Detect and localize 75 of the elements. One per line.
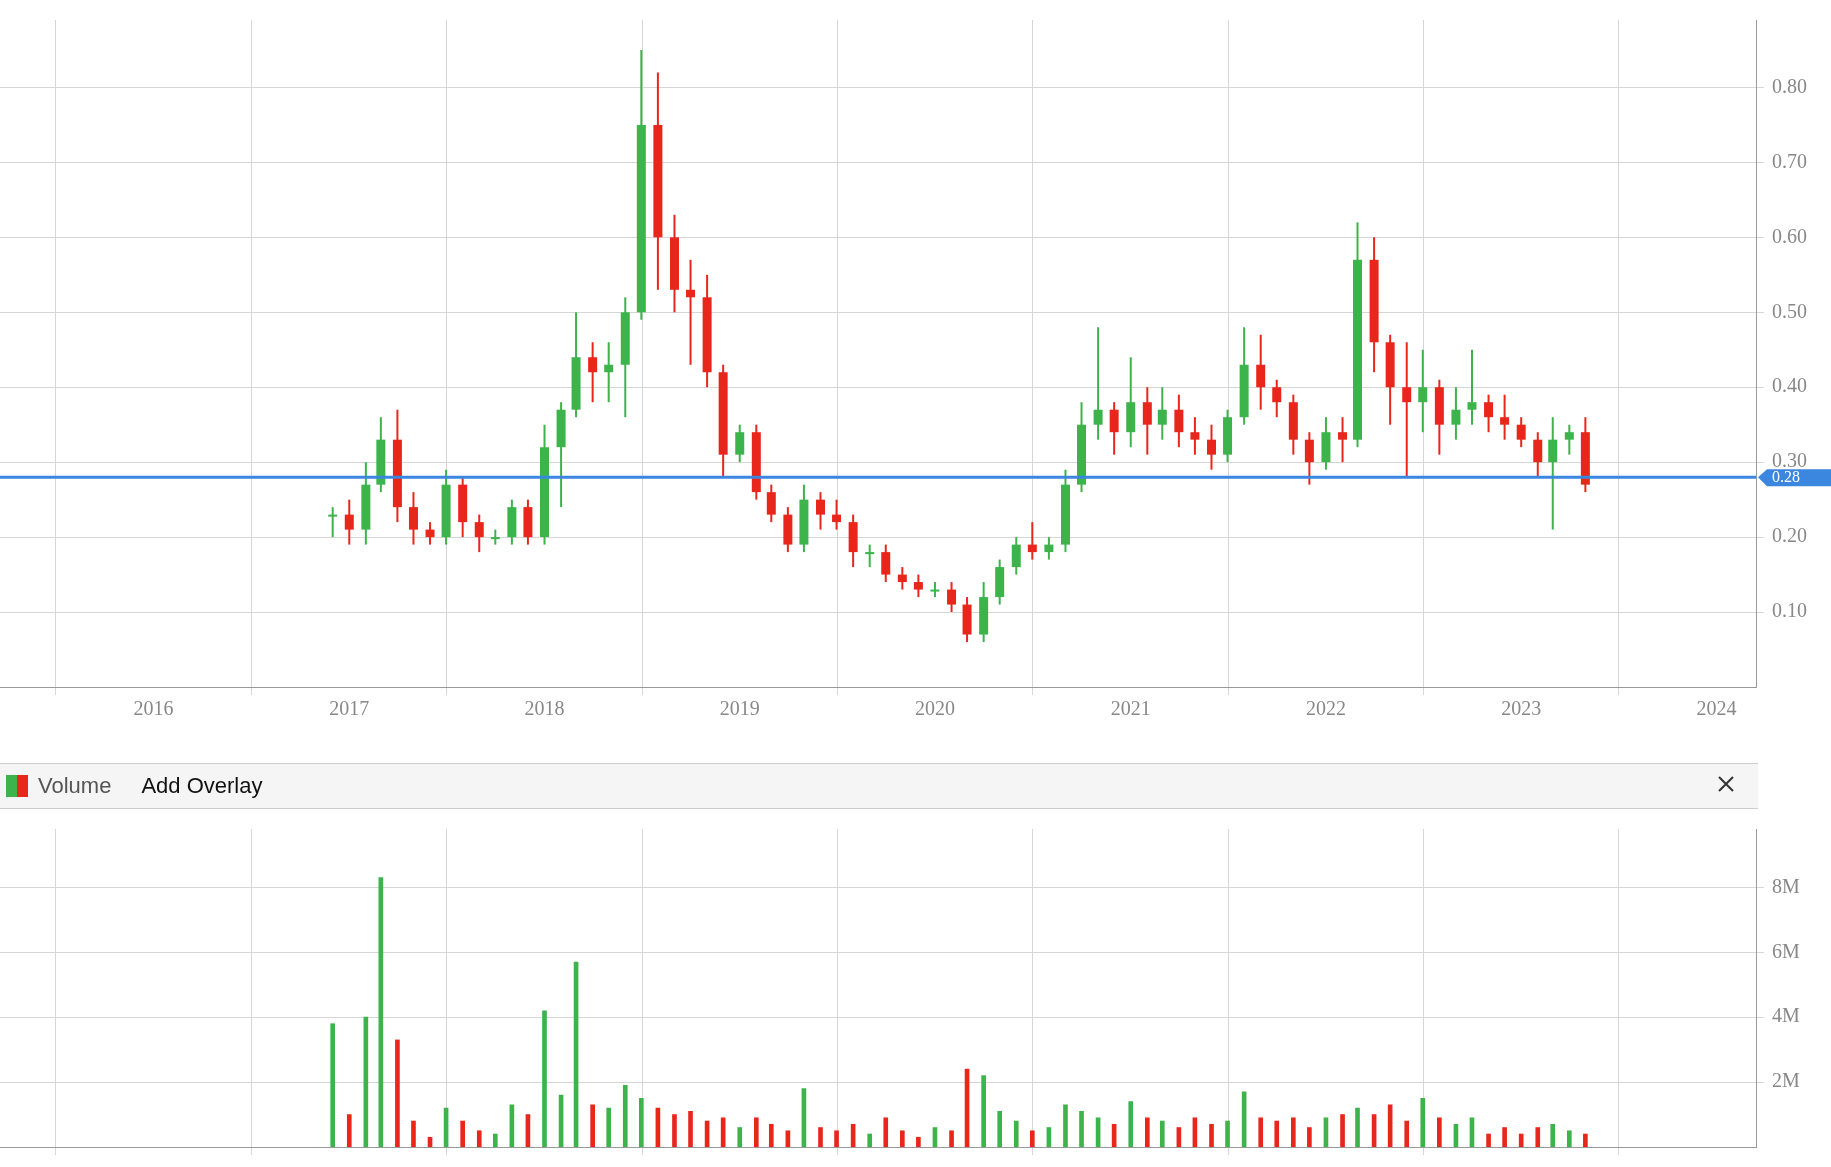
bar	[1079, 1110, 1084, 1147]
bar	[900, 1130, 905, 1147]
bar	[1128, 1101, 1134, 1147]
bar	[1550, 1123, 1556, 1147]
bar	[1013, 1120, 1019, 1147]
y-tick-label: 0.80	[1772, 74, 1807, 97]
bar	[1404, 1120, 1410, 1147]
y-tick-label: 2M	[1772, 1069, 1800, 1092]
bar	[1567, 1130, 1572, 1147]
bar	[1307, 1127, 1312, 1147]
bar	[411, 1120, 416, 1147]
bar	[672, 1114, 677, 1147]
bar	[768, 1123, 774, 1147]
y-tick-label: 4M	[1772, 1004, 1800, 1027]
bar	[688, 1110, 693, 1147]
x-tick-label: 2021	[1110, 697, 1151, 720]
bar	[606, 1107, 612, 1147]
bar	[1144, 1117, 1150, 1147]
bar	[1583, 1133, 1588, 1147]
y-tick-label: 0.70	[1772, 149, 1807, 172]
bar	[638, 1098, 644, 1147]
y-tick-label: 0.10	[1772, 599, 1807, 622]
bar	[460, 1120, 465, 1147]
bar	[1225, 1120, 1230, 1147]
bar	[395, 1039, 400, 1147]
bar	[1340, 1114, 1345, 1147]
candlestick	[686, 259, 696, 365]
bar	[346, 1114, 352, 1147]
x-tick-label: 2023	[1501, 697, 1542, 720]
bar	[1274, 1120, 1280, 1147]
bar	[916, 1136, 921, 1147]
x-tick-label: 2017	[329, 697, 370, 720]
bar	[476, 1130, 482, 1147]
bar	[949, 1130, 954, 1147]
bar	[883, 1117, 889, 1147]
x-tick-label: 2018	[524, 697, 565, 720]
bar	[981, 1075, 986, 1147]
bar	[1029, 1130, 1035, 1147]
x-tick-label: 2024	[1696, 697, 1737, 720]
bar	[622, 1085, 628, 1147]
x-tick-label: 2020	[914, 697, 955, 720]
bar	[330, 1023, 336, 1147]
legend-label: Volume	[38, 773, 112, 799]
bar	[1159, 1120, 1165, 1147]
bar	[1291, 1117, 1296, 1147]
bar	[1437, 1117, 1442, 1147]
bar	[1209, 1123, 1214, 1147]
y-tick-label: 8M	[1772, 874, 1800, 897]
bar	[753, 1117, 759, 1147]
bar	[1420, 1098, 1426, 1147]
y-tick-label: 0.60	[1772, 224, 1807, 247]
bar	[867, 1133, 873, 1147]
y-tick-label: 0.20	[1772, 524, 1807, 547]
bar	[1535, 1127, 1541, 1147]
y-tick-label: 0.40	[1772, 374, 1807, 397]
bar	[1258, 1117, 1264, 1147]
bar	[997, 1110, 1003, 1147]
bar	[492, 1133, 498, 1147]
x-tick-label: 2019	[719, 697, 760, 720]
bar	[1502, 1127, 1507, 1147]
bar	[834, 1130, 839, 1147]
y-tick-label: 0.50	[1772, 299, 1807, 322]
bar	[590, 1104, 595, 1147]
bar	[542, 1010, 547, 1147]
bar	[818, 1127, 823, 1147]
text: Add Overlay	[141, 773, 263, 799]
y-tick-label: 6M	[1772, 939, 1800, 962]
bar	[1486, 1133, 1491, 1147]
x-tick-label: 2016	[133, 697, 174, 720]
x-tick-label: 2022	[1305, 697, 1346, 720]
bar	[1063, 1104, 1068, 1147]
bar	[737, 1127, 743, 1147]
bar	[1355, 1107, 1360, 1147]
bar	[1518, 1133, 1524, 1147]
candlestick	[328, 507, 338, 538]
